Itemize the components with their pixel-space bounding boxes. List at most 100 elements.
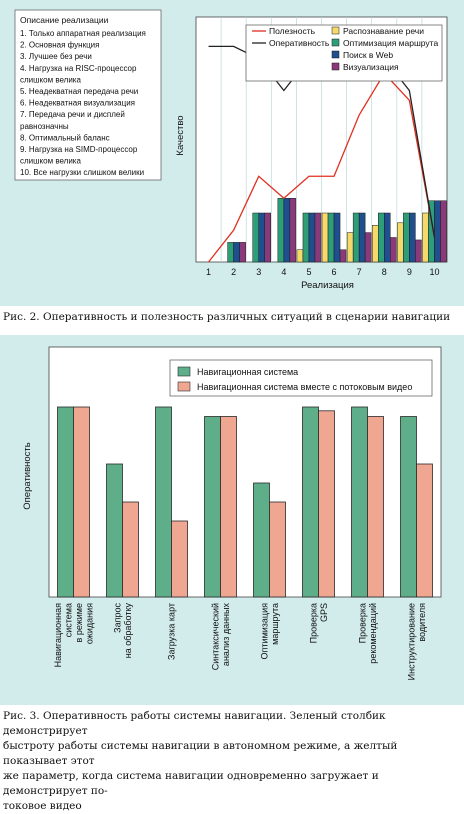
description-item: слишком велика [20, 75, 81, 84]
legend-swatch [331, 62, 340, 71]
legend-box [169, 359, 433, 397]
category-label-line: Запрос [112, 603, 122, 633]
category-label: Оптимизация маршрута [259, 603, 280, 660]
series-line [208, 72, 436, 263]
category-label: Синтаксический анализ данных [210, 603, 231, 671]
tick-label: 4 [281, 267, 286, 277]
category-label-line: Загрузка карт [167, 603, 177, 660]
bar [106, 463, 123, 598]
category-label-line: Проверка [357, 603, 367, 643]
category-label-line: GPS [319, 603, 329, 622]
y-axis-label: Качество [175, 115, 186, 155]
bar [416, 463, 433, 598]
bar [269, 501, 286, 598]
bar [57, 406, 74, 598]
description-item: 1. Только аппаратная реализация [20, 29, 146, 38]
legend-label: Навигационная система [197, 367, 298, 377]
bar [253, 482, 270, 598]
category-label-line: ожидания [84, 603, 94, 644]
figure3-panel: Оперативность Навигационная система Навига… [0, 335, 464, 705]
tick-label: 7 [357, 267, 362, 277]
category-label-line: Оптимизация [259, 603, 269, 660]
description-item: 4. Нагрузка на RISC-процессор [20, 64, 137, 73]
legend-swatch [177, 381, 191, 392]
bar [352, 212, 360, 263]
category-label-line: Инструктирование [406, 603, 416, 680]
bar [155, 406, 172, 598]
description-box [14, 9, 162, 181]
category-label-line: система [63, 603, 73, 637]
legend-label: Полезность [269, 26, 316, 36]
bar [264, 212, 271, 263]
tick-label: 2 [231, 267, 236, 277]
bar [364, 232, 372, 263]
caption-line: быстроту работы системы навигации в авто… [3, 740, 398, 767]
legend-box [245, 24, 443, 82]
figure2-caption: Рис. 2. Оперативность и полезность разли… [3, 311, 451, 323]
bar [227, 242, 234, 263]
legend-label: Визуализация [343, 62, 399, 72]
category-label: Инструктирование водителя [406, 603, 427, 680]
bar [302, 406, 319, 598]
tick-label: 1 [206, 267, 211, 277]
figure2-panel: 1 2 3 4 5 6 7 8 9 10 Реализация Качество Полезность О… [0, 0, 464, 306]
bar [333, 212, 341, 263]
legend-swatch [331, 50, 340, 59]
bar [204, 416, 221, 598]
category-label: Проверка GPS [308, 603, 329, 643]
legend-label: Поиск в Web [343, 50, 393, 60]
caption-line: токовое видео [3, 800, 82, 812]
bar [302, 212, 310, 263]
category-label-line: маршрута [270, 603, 280, 645]
legend-label: Навигационная система вместе с потоковым… [197, 382, 412, 392]
category-label-line: рекомендаций [368, 603, 378, 664]
description-item: 3. Лучшее без речи [20, 52, 92, 61]
bar [258, 212, 265, 263]
tick-label: 6 [332, 267, 337, 277]
bar [351, 406, 368, 598]
tick-label: 8 [382, 267, 387, 277]
bar [367, 416, 384, 598]
caption-line: же параметр, когда система навигации одн… [3, 770, 379, 797]
legend-swatch [331, 26, 340, 35]
bar [339, 249, 347, 263]
category-label-line: анализ данных [221, 603, 231, 667]
bar [289, 198, 297, 263]
bar [73, 406, 90, 598]
legend-swatch [177, 366, 191, 377]
bar [378, 212, 385, 263]
bar [296, 249, 304, 263]
bar [283, 198, 291, 263]
bar [384, 212, 391, 263]
category-label-line: Синтаксический [210, 603, 220, 670]
tick-label: 3 [256, 267, 261, 277]
category-label-line: водителя [417, 603, 427, 642]
description-item: 9. Нагрузка на SIMD-процессор [20, 145, 138, 154]
bar [277, 198, 285, 263]
bar [390, 237, 397, 263]
category-label: Навигационная система в режиме ожидания [53, 603, 95, 668]
category-label-line: в режиме [74, 603, 84, 642]
tick-label: 10 [429, 267, 439, 277]
bar [403, 212, 410, 263]
bar [400, 416, 417, 598]
x-axis-label: Реализация [301, 280, 354, 291]
category-label-line: на обработку [123, 603, 133, 659]
category-label: Загрузка карт [167, 603, 177, 660]
bar [321, 212, 329, 263]
description-item: слишком велика [20, 157, 81, 166]
category-label-line: Навигационная [53, 603, 63, 668]
description-item: 2. Основная функция [20, 41, 99, 50]
bar [440, 200, 447, 263]
bar [318, 410, 335, 598]
bar [239, 242, 246, 263]
bar [314, 212, 322, 263]
description-item: 5. Неадекватная передача речи [20, 87, 138, 96]
category-label: Запрос на обработку [112, 603, 133, 659]
figure3-caption: Рис. 3. Оперативность работы системы нав… [3, 709, 461, 814]
legend-label: Оптимизация маршрута [343, 38, 438, 48]
category-label-line: Проверка [308, 603, 318, 643]
bar [220, 416, 237, 598]
tick-label: 9 [407, 267, 412, 277]
bar [358, 212, 366, 263]
